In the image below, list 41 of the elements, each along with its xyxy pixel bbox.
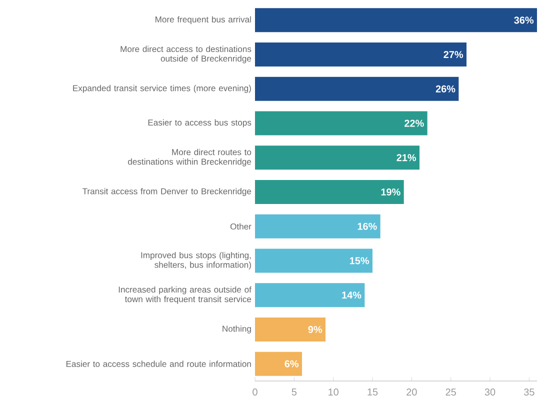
bar	[255, 283, 365, 308]
data-label: 27%	[444, 51, 464, 58]
y-tick-label: More direct access to destinations outside of Breckenridge	[120, 46, 252, 64]
x-tick-label: 35	[524, 388, 534, 396]
x-tick-label: 15	[368, 388, 378, 396]
y-tick-label: Easier to access schedule and route information	[66, 360, 251, 367]
data-label: 26%	[436, 85, 456, 92]
x-tick-label: 5	[292, 388, 297, 396]
data-label: 36%	[514, 16, 534, 24]
y-tick-label: Easier to access bus stops	[148, 119, 252, 128]
y-tick-label: Nothing	[222, 325, 251, 334]
y-tick-label: Other	[230, 223, 252, 230]
data-label: 16%	[358, 222, 377, 230]
data-label: 6%	[284, 360, 299, 368]
y-tick-label: Increased parking areas outside of town with frequent transit service	[118, 286, 252, 304]
y-tick-label: Improved bus stops (lighting, shelters, bus information)	[141, 252, 251, 270]
x-tick-label: 25	[446, 388, 456, 396]
bar	[255, 248, 372, 273]
bar	[255, 317, 326, 342]
data-label: 19%	[381, 188, 400, 196]
x-tick-label: 0	[252, 388, 258, 396]
data-label: 9%	[308, 326, 322, 333]
y-tick-label: Transit access from Denver to Breckenridge	[82, 188, 252, 196]
y-tick-label: Expanded transit service times (more evening)	[73, 84, 251, 93]
bar	[255, 180, 404, 204]
x-tick-label: 30	[484, 388, 496, 396]
data-label: 14%	[342, 292, 362, 299]
bar	[255, 76, 459, 101]
x-tick-label: 20	[406, 388, 417, 396]
bar	[255, 146, 420, 170]
x-tick-label: 10	[328, 388, 338, 396]
data-label: 21%	[396, 154, 416, 162]
bar	[255, 42, 467, 67]
y-tick-label: More direct routes to destinations within Breckenridge	[128, 148, 252, 166]
bar	[255, 352, 302, 376]
data-label: 22%	[404, 120, 424, 127]
bar	[255, 214, 380, 238]
y-tick-label: More frequent bus arrival	[156, 16, 251, 24]
data-label: 15%	[350, 257, 370, 264]
bar	[255, 111, 428, 136]
bar	[255, 8, 538, 32]
